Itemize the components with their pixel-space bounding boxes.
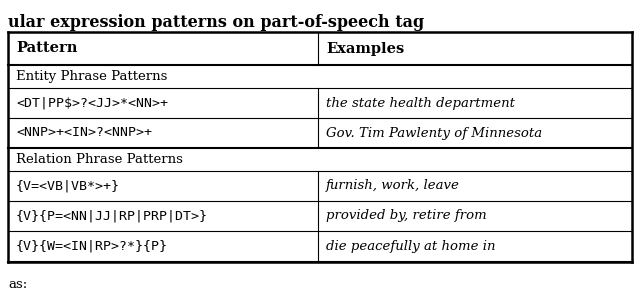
Text: die peacefully at home in: die peacefully at home in <box>326 240 495 253</box>
Text: <NNP>+<IN>?<NNP>+: <NNP>+<IN>?<NNP>+ <box>16 127 152 139</box>
Text: furnish, work, leave: furnish, work, leave <box>326 180 460 193</box>
Text: ular expression patterns on part-of-speech tag: ular expression patterns on part-of-spee… <box>8 14 424 31</box>
Text: Relation Phrase Patterns: Relation Phrase Patterns <box>16 153 183 166</box>
Text: Pattern: Pattern <box>16 42 77 55</box>
Text: Gov. Tim Pawlenty of Minnesota: Gov. Tim Pawlenty of Minnesota <box>326 127 542 139</box>
Text: {V}{W=<IN|RP>?*}{P}: {V}{W=<IN|RP>?*}{P} <box>16 240 168 253</box>
Text: {V}{P=<NN|JJ|RP|PRP|DT>}: {V}{P=<NN|JJ|RP|PRP|DT>} <box>16 209 208 222</box>
Text: Entity Phrase Patterns: Entity Phrase Patterns <box>16 70 168 83</box>
Text: as:: as: <box>8 278 28 291</box>
Text: the state health department: the state health department <box>326 96 515 110</box>
Text: <DT|PP$>?<JJ>*<NN>+: <DT|PP$>?<JJ>*<NN>+ <box>16 96 168 110</box>
Text: provided by, retire from: provided by, retire from <box>326 209 487 222</box>
Text: Examples: Examples <box>326 42 404 55</box>
Text: {V=<VB|VB*>+}: {V=<VB|VB*>+} <box>16 180 120 193</box>
